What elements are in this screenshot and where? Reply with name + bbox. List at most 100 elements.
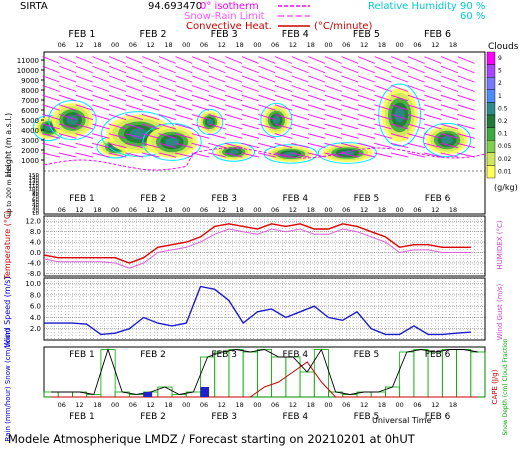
wind-arrow <box>241 133 260 139</box>
y-tick-label: 8.0 <box>30 228 41 236</box>
wind-arrow <box>457 133 475 139</box>
wind-arrow <box>108 75 127 83</box>
y-tick-label: -4.0 <box>27 259 41 267</box>
wind-arrow <box>92 104 110 111</box>
wind-arrow <box>374 75 392 83</box>
height-tick-label: 2000 <box>21 147 39 155</box>
wind-arrow <box>75 94 93 102</box>
wind-arrow <box>407 133 426 139</box>
wind-arrow <box>407 123 426 130</box>
wind-arrow <box>291 123 309 130</box>
hour-tick-label: 00 <box>253 206 261 214</box>
wind-panel: 2.0 4.0 6.0 8.0 10.0 <box>25 277 486 341</box>
hour-tick-label: 00 <box>253 401 261 409</box>
wind-arrow <box>258 104 276 111</box>
wind-arrow <box>175 123 193 130</box>
wind-arrow <box>158 133 177 139</box>
y-tick-label: 10.0 <box>25 280 41 288</box>
hour-tick-label: 18 <box>378 401 386 409</box>
wind-arrow <box>42 152 60 158</box>
rain-bar <box>143 392 153 397</box>
cloud-blob <box>284 151 298 157</box>
low-height-tick-label: 60 <box>32 197 39 203</box>
wind-arrow <box>274 113 293 121</box>
wind-arrow <box>341 75 359 83</box>
wind-arrow <box>391 65 409 74</box>
wind-arrow <box>341 113 359 121</box>
precip-frame <box>43 346 486 398</box>
humidity-contour <box>196 108 224 136</box>
series-line <box>43 223 471 264</box>
convective-unit: (°C/minute) <box>314 21 373 32</box>
wind-arrow <box>390 104 409 111</box>
wind-arrow <box>308 85 326 92</box>
isotherm-line <box>43 147 486 171</box>
day-label: FEB 5 <box>354 350 380 360</box>
height-tick-label: 9000 <box>21 77 39 85</box>
wind-arrow <box>407 75 425 83</box>
wind-arrow <box>108 113 127 121</box>
wind-arrow <box>407 56 425 64</box>
hour-tick-label: 00 <box>324 401 332 409</box>
colorbar-tick-label: 0.02 <box>498 156 512 163</box>
wind-arrow <box>141 142 160 149</box>
temperature-axis-label: Temperature (°C) <box>3 210 12 280</box>
hour-tick-label: 06 <box>129 41 137 49</box>
hour-tick-label: 12 <box>360 401 368 409</box>
wind-arrow <box>158 152 177 158</box>
colorbar-unit: (g/kg) <box>494 183 518 192</box>
wind-arrow <box>440 75 459 83</box>
day-label: FEB 1 <box>68 29 95 40</box>
low-height-tick-label: 100 <box>29 187 40 193</box>
wind-arrow <box>125 113 143 121</box>
y-tick-label: 6.0 <box>30 303 41 311</box>
wind-arrow <box>224 142 243 149</box>
wind-arrow <box>208 152 226 158</box>
wind-arrow <box>125 142 143 149</box>
wind-arrow <box>92 123 110 130</box>
colorbar-swatch <box>486 76 496 90</box>
humidity-contour <box>317 142 378 164</box>
wind-arrow <box>374 56 392 64</box>
wind-arrow <box>308 56 326 64</box>
wind-arrow <box>175 94 193 102</box>
wind-arrow <box>158 104 177 111</box>
wind-arrow <box>125 75 143 83</box>
wind-arrow <box>440 133 459 139</box>
wind-arrow <box>108 104 127 111</box>
wind-arrow <box>457 142 475 149</box>
low-height-axis-label: Up to 200 m a.s.l. <box>6 163 13 216</box>
colorbar-swatch <box>486 51 496 65</box>
hour-tick-label: 06 <box>413 41 421 49</box>
wind-arrow <box>75 104 94 111</box>
wind-arrow <box>258 123 276 130</box>
wind-arrow <box>75 152 94 158</box>
hour-tick-label: 12 <box>147 401 155 409</box>
wind-arrow <box>341 65 359 74</box>
colorbar-tick-label: 0.2 <box>498 118 508 125</box>
wind-arrow <box>42 65 60 74</box>
wind-arrow <box>224 152 243 158</box>
footer-title: Modele Atmospherique LMDZ / Forecast sta… <box>8 432 416 446</box>
low-height-tick-label: 120 <box>29 181 40 187</box>
hour-tick-label: 06 <box>200 41 208 49</box>
colorbar-swatch <box>486 139 496 153</box>
wind-arrow <box>241 104 259 111</box>
wind-arrow <box>440 113 459 121</box>
wind-arrow <box>291 104 309 111</box>
wind-arrow <box>92 133 110 139</box>
colorbar-swatch <box>486 127 496 141</box>
y-tick-label: 4.0 <box>30 239 41 247</box>
wind-arrow <box>75 133 94 139</box>
wind-arrow <box>424 104 442 111</box>
hour-tick-label: 18 <box>307 401 315 409</box>
wind-arrow <box>158 142 177 149</box>
wind-arrow <box>224 104 243 111</box>
hour-tick-label: 00 <box>182 401 190 409</box>
day-label: FEB 2 <box>140 412 166 422</box>
day-label: FEB 4 <box>283 350 309 360</box>
wind-arrow <box>191 113 210 121</box>
wind-arrow <box>291 94 309 102</box>
hour-tick-label: 12 <box>75 206 83 214</box>
